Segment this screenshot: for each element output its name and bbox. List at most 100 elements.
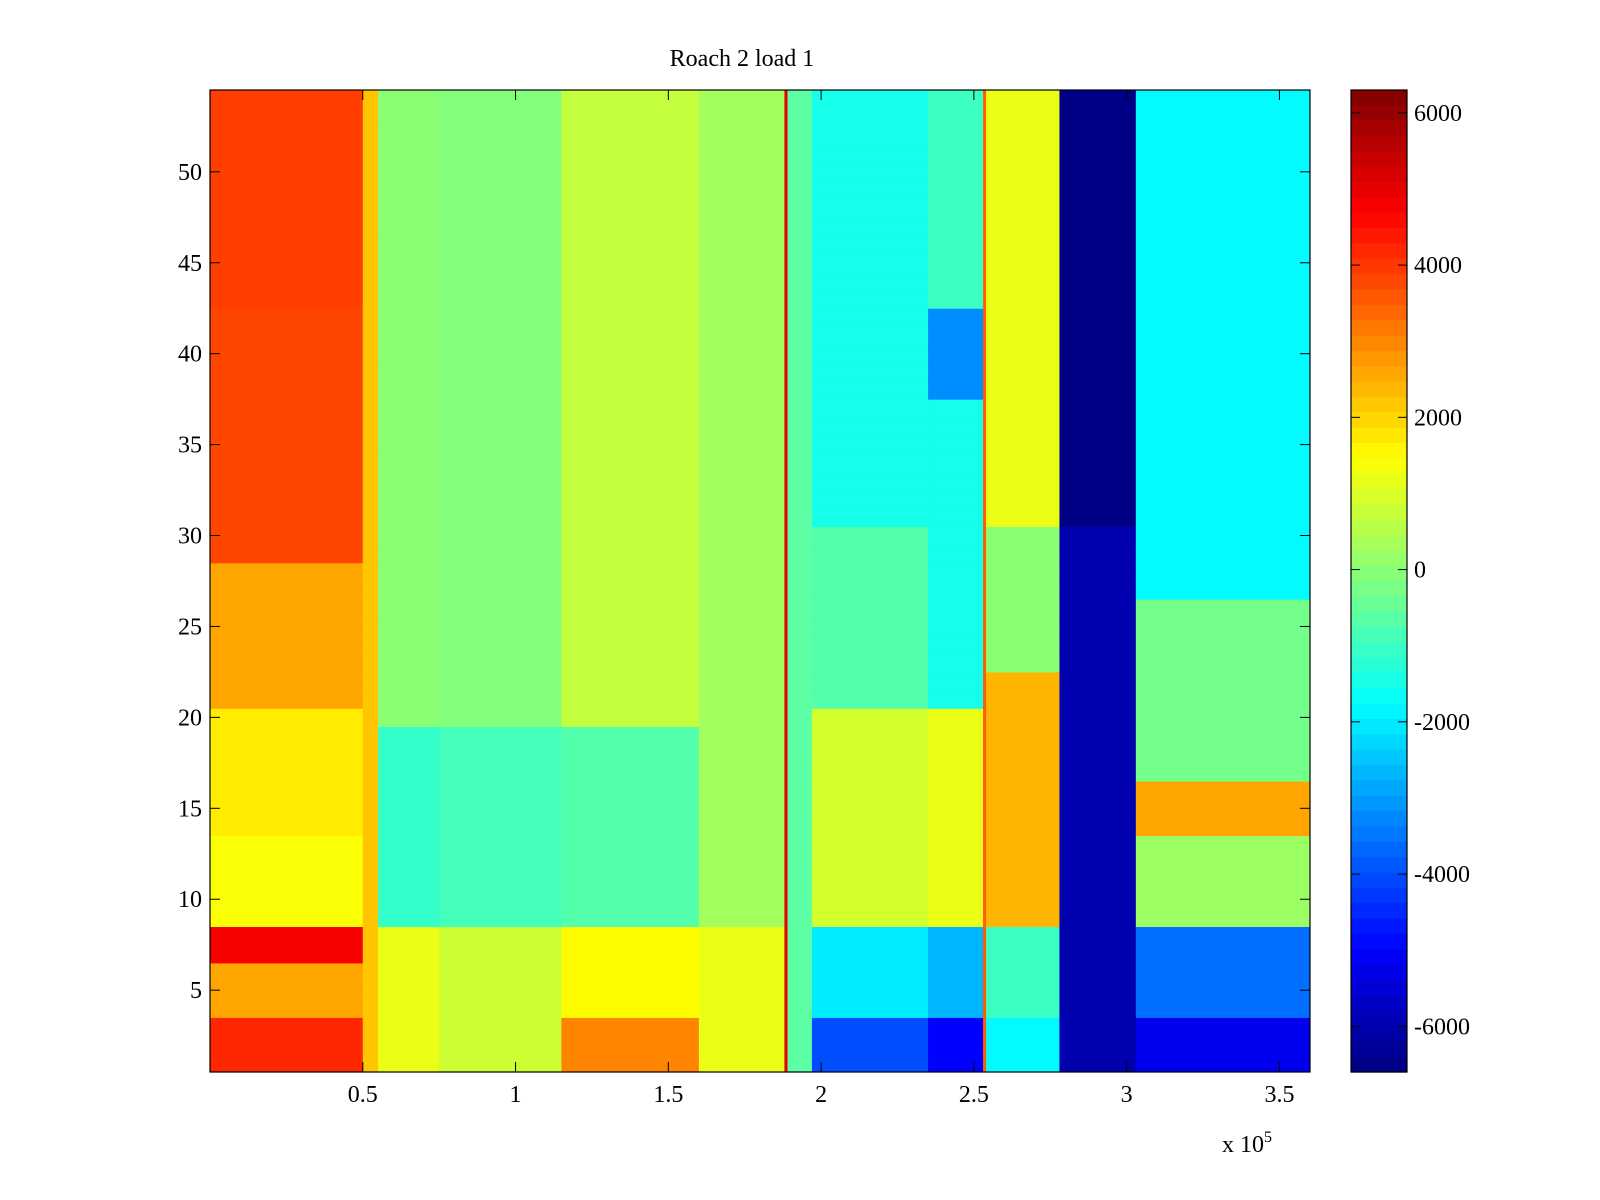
heatmap-cell-band11-row21 [986, 690, 1060, 709]
heatmap-cell-band5-row45 [698, 253, 785, 273]
heatmap-cell-band4-row35 [561, 435, 700, 455]
heatmap-cell-band4-row47 [561, 217, 700, 236]
heatmap-cell-band8-row54 [811, 90, 929, 109]
heatmap-cell-band5-row48 [698, 199, 785, 218]
heatmap-cell-band9-row30 [928, 526, 984, 546]
heatmap-cell-band12-row27 [1059, 581, 1137, 600]
heatmap-cell-band12-row1 [1059, 1053, 1137, 1073]
heatmap-cell-band0-row28 [210, 562, 364, 582]
heatmap-cell-band10-row45 [983, 253, 987, 273]
heatmap-cell-band11-row24 [986, 635, 1060, 655]
heatmap-cell-band5-row22 [698, 671, 785, 691]
colorbar-segment [1351, 550, 1407, 567]
heatmap-cell-band1-row1 [362, 1053, 379, 1073]
heatmap-cell-band12-row22 [1059, 671, 1137, 691]
heatmap-cell-band7-row46 [787, 235, 813, 255]
heatmap-cell-band9-row32 [928, 490, 984, 509]
heatmap-cell-band2-row52 [378, 126, 440, 146]
heatmap-cell-band12-row52 [1059, 126, 1137, 146]
heatmap-cell-band3-row10 [439, 890, 562, 909]
heatmap-cell-band3-row18 [439, 744, 562, 764]
heatmap-cell-band10-row36 [983, 417, 987, 437]
heatmap-cell-band11-row1 [986, 1053, 1060, 1073]
heatmap-cell-band8-row20 [811, 708, 929, 727]
colorbar-segment [1351, 949, 1407, 966]
heatmap-cell-band12-row44 [1059, 271, 1137, 291]
heatmap-cell-band0-row4 [210, 999, 364, 1018]
colorbar-tick-label: 6000 [1414, 101, 1462, 127]
colorbar-segment [1351, 274, 1407, 291]
heatmap-cell-band3-row27 [439, 581, 562, 600]
heatmap-cell-band6-row31 [784, 508, 788, 527]
heatmap-cell-band4-row7 [561, 944, 700, 964]
heatmap-cell-band9-row11 [928, 871, 984, 891]
heatmap-cell-band6-row20 [784, 708, 788, 727]
heatmap-cell-band4-row40 [561, 344, 700, 364]
heatmap-cell-band9-row25 [928, 617, 984, 637]
heatmap-cell-band6-row21 [784, 690, 788, 709]
heatmap-cell-band1-row6 [362, 962, 379, 982]
heatmap-cell-band5-row49 [698, 180, 785, 200]
heatmap-cell-band10-row25 [983, 617, 987, 637]
heatmap-cell-band2-row8 [378, 926, 440, 946]
heatmap-cell-band10-row3 [983, 1017, 987, 1037]
heatmap-cell-band11-row15 [986, 799, 1060, 818]
heatmap-cell-band3-row20 [439, 708, 562, 727]
heatmap-cell-band12-row7 [1059, 944, 1137, 964]
heatmap-cell-band11-row8 [986, 926, 1060, 946]
heatmap-cell-band0-row31 [210, 508, 364, 527]
heatmap-cell-band3-row11 [439, 871, 562, 891]
colorbar-tick-label: -6000 [1414, 1014, 1470, 1040]
heatmap-cell-band12-row49 [1059, 180, 1137, 200]
heatmap-cell-band0-row29 [210, 544, 364, 564]
heatmap-cell-band3-row44 [439, 271, 562, 291]
heatmap-cell-band2-row9 [378, 908, 440, 928]
heatmap-cell-band4-row50 [561, 162, 700, 182]
heatmap-cell-band11-row42 [986, 308, 1060, 327]
heatmap-cell-band3-row8 [439, 926, 562, 946]
colorbar-segment [1351, 136, 1407, 152]
heatmap-cell-band5-row28 [698, 562, 785, 582]
heatmap-cell-band5-row46 [698, 235, 785, 255]
heatmap-cell-band12-row50 [1059, 162, 1137, 182]
heatmap-cell-band4-row17 [561, 762, 700, 782]
heatmap-cell-band4-row32 [561, 490, 700, 509]
heatmap-cell-band3-row40 [439, 344, 562, 364]
heatmap-cell-band1-row7 [362, 944, 379, 964]
heatmap-cell-band0-row44 [210, 271, 364, 291]
heatmap-cell-band7-row35 [787, 435, 813, 455]
heatmap-cell-band12-row25 [1059, 617, 1137, 637]
heatmap-cell-band3-row25 [439, 617, 562, 637]
heatmap-cell-band3-row50 [439, 162, 562, 182]
heatmap-cell-band6-row25 [784, 617, 788, 637]
heatmap-cell-band2-row34 [378, 453, 440, 473]
heatmap-cell-band10-row51 [983, 144, 987, 164]
colorbar-segment [1351, 826, 1407, 843]
heatmap-cell-band10-row9 [983, 908, 987, 928]
heatmap-cell-band2-row18 [378, 744, 440, 764]
heatmap-cell-band4-row37 [561, 399, 700, 418]
colorbar-segment [1351, 749, 1407, 766]
heatmap-cell-band9-row47 [928, 217, 984, 236]
heatmap-cell-band1-row17 [362, 762, 379, 782]
heatmap-cell-band1-row3 [362, 1017, 379, 1037]
heatmap-cell-band2-row31 [378, 508, 440, 527]
heatmap-cell-band9-row39 [928, 362, 984, 382]
heatmap-cell-band3-row7 [439, 944, 562, 964]
heatmap-cell-band9-row31 [928, 508, 984, 527]
heatmap-cell-band9-row3 [928, 1017, 984, 1037]
heatmap-cell-band9-row17 [928, 762, 984, 782]
heatmap-cell-band12-row2 [1059, 1035, 1137, 1055]
heatmap-cell-band11-row45 [986, 253, 1060, 273]
heatmap-cell-band11-row34 [986, 453, 1060, 473]
heatmap-cell-band9-row24 [928, 635, 984, 655]
heatmap-cell-band5-row14 [698, 817, 785, 837]
heatmap-cell-band9-row13 [928, 835, 984, 855]
colorbar-segment [1351, 396, 1407, 413]
heatmap-cell-band10-row4 [983, 999, 987, 1018]
heatmap-cell-band3-row33 [439, 471, 562, 491]
heatmap-cell-band7-row20 [787, 708, 813, 727]
heatmap-cell-band13-row46 [1135, 235, 1311, 255]
heatmap-cell-band7-row13 [787, 835, 813, 855]
